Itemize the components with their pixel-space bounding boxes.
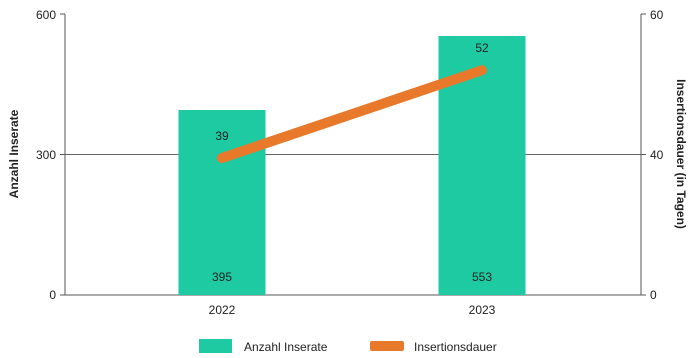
x-tick-label: 2022 [209,303,236,317]
x-tick-label: 2023 [469,303,496,317]
bar-value-label: 553 [472,270,492,284]
y2-axis-title: Insertionsdauer (in Tagen) [674,79,688,229]
line-point [478,66,486,75]
line-series-path [217,65,487,164]
right-tick-label: 40 [650,148,664,162]
bar-value-label: 395 [212,270,232,284]
right-tick-label: 60 [650,8,664,22]
bar [178,110,266,295]
line-point [218,154,226,163]
line-value-label: 39 [215,129,229,143]
legend-label-bars: Anzahl Inserate [244,340,328,354]
left-tick-label: 300 [36,148,56,162]
left-tick-label: 600 [36,8,56,22]
y-axis-title: Anzahl Inserate [7,109,21,198]
line-value-label: 52 [475,41,489,55]
legend: Anzahl Inserate Insertionsdauer [199,339,497,354]
left-tick-label: 0 [49,288,56,302]
legend-label-line: Insertionsdauer [414,340,497,354]
right-tick-label: 0 [650,288,657,302]
legend-swatch-line [370,341,404,351]
legend-swatch-bars [199,339,232,353]
